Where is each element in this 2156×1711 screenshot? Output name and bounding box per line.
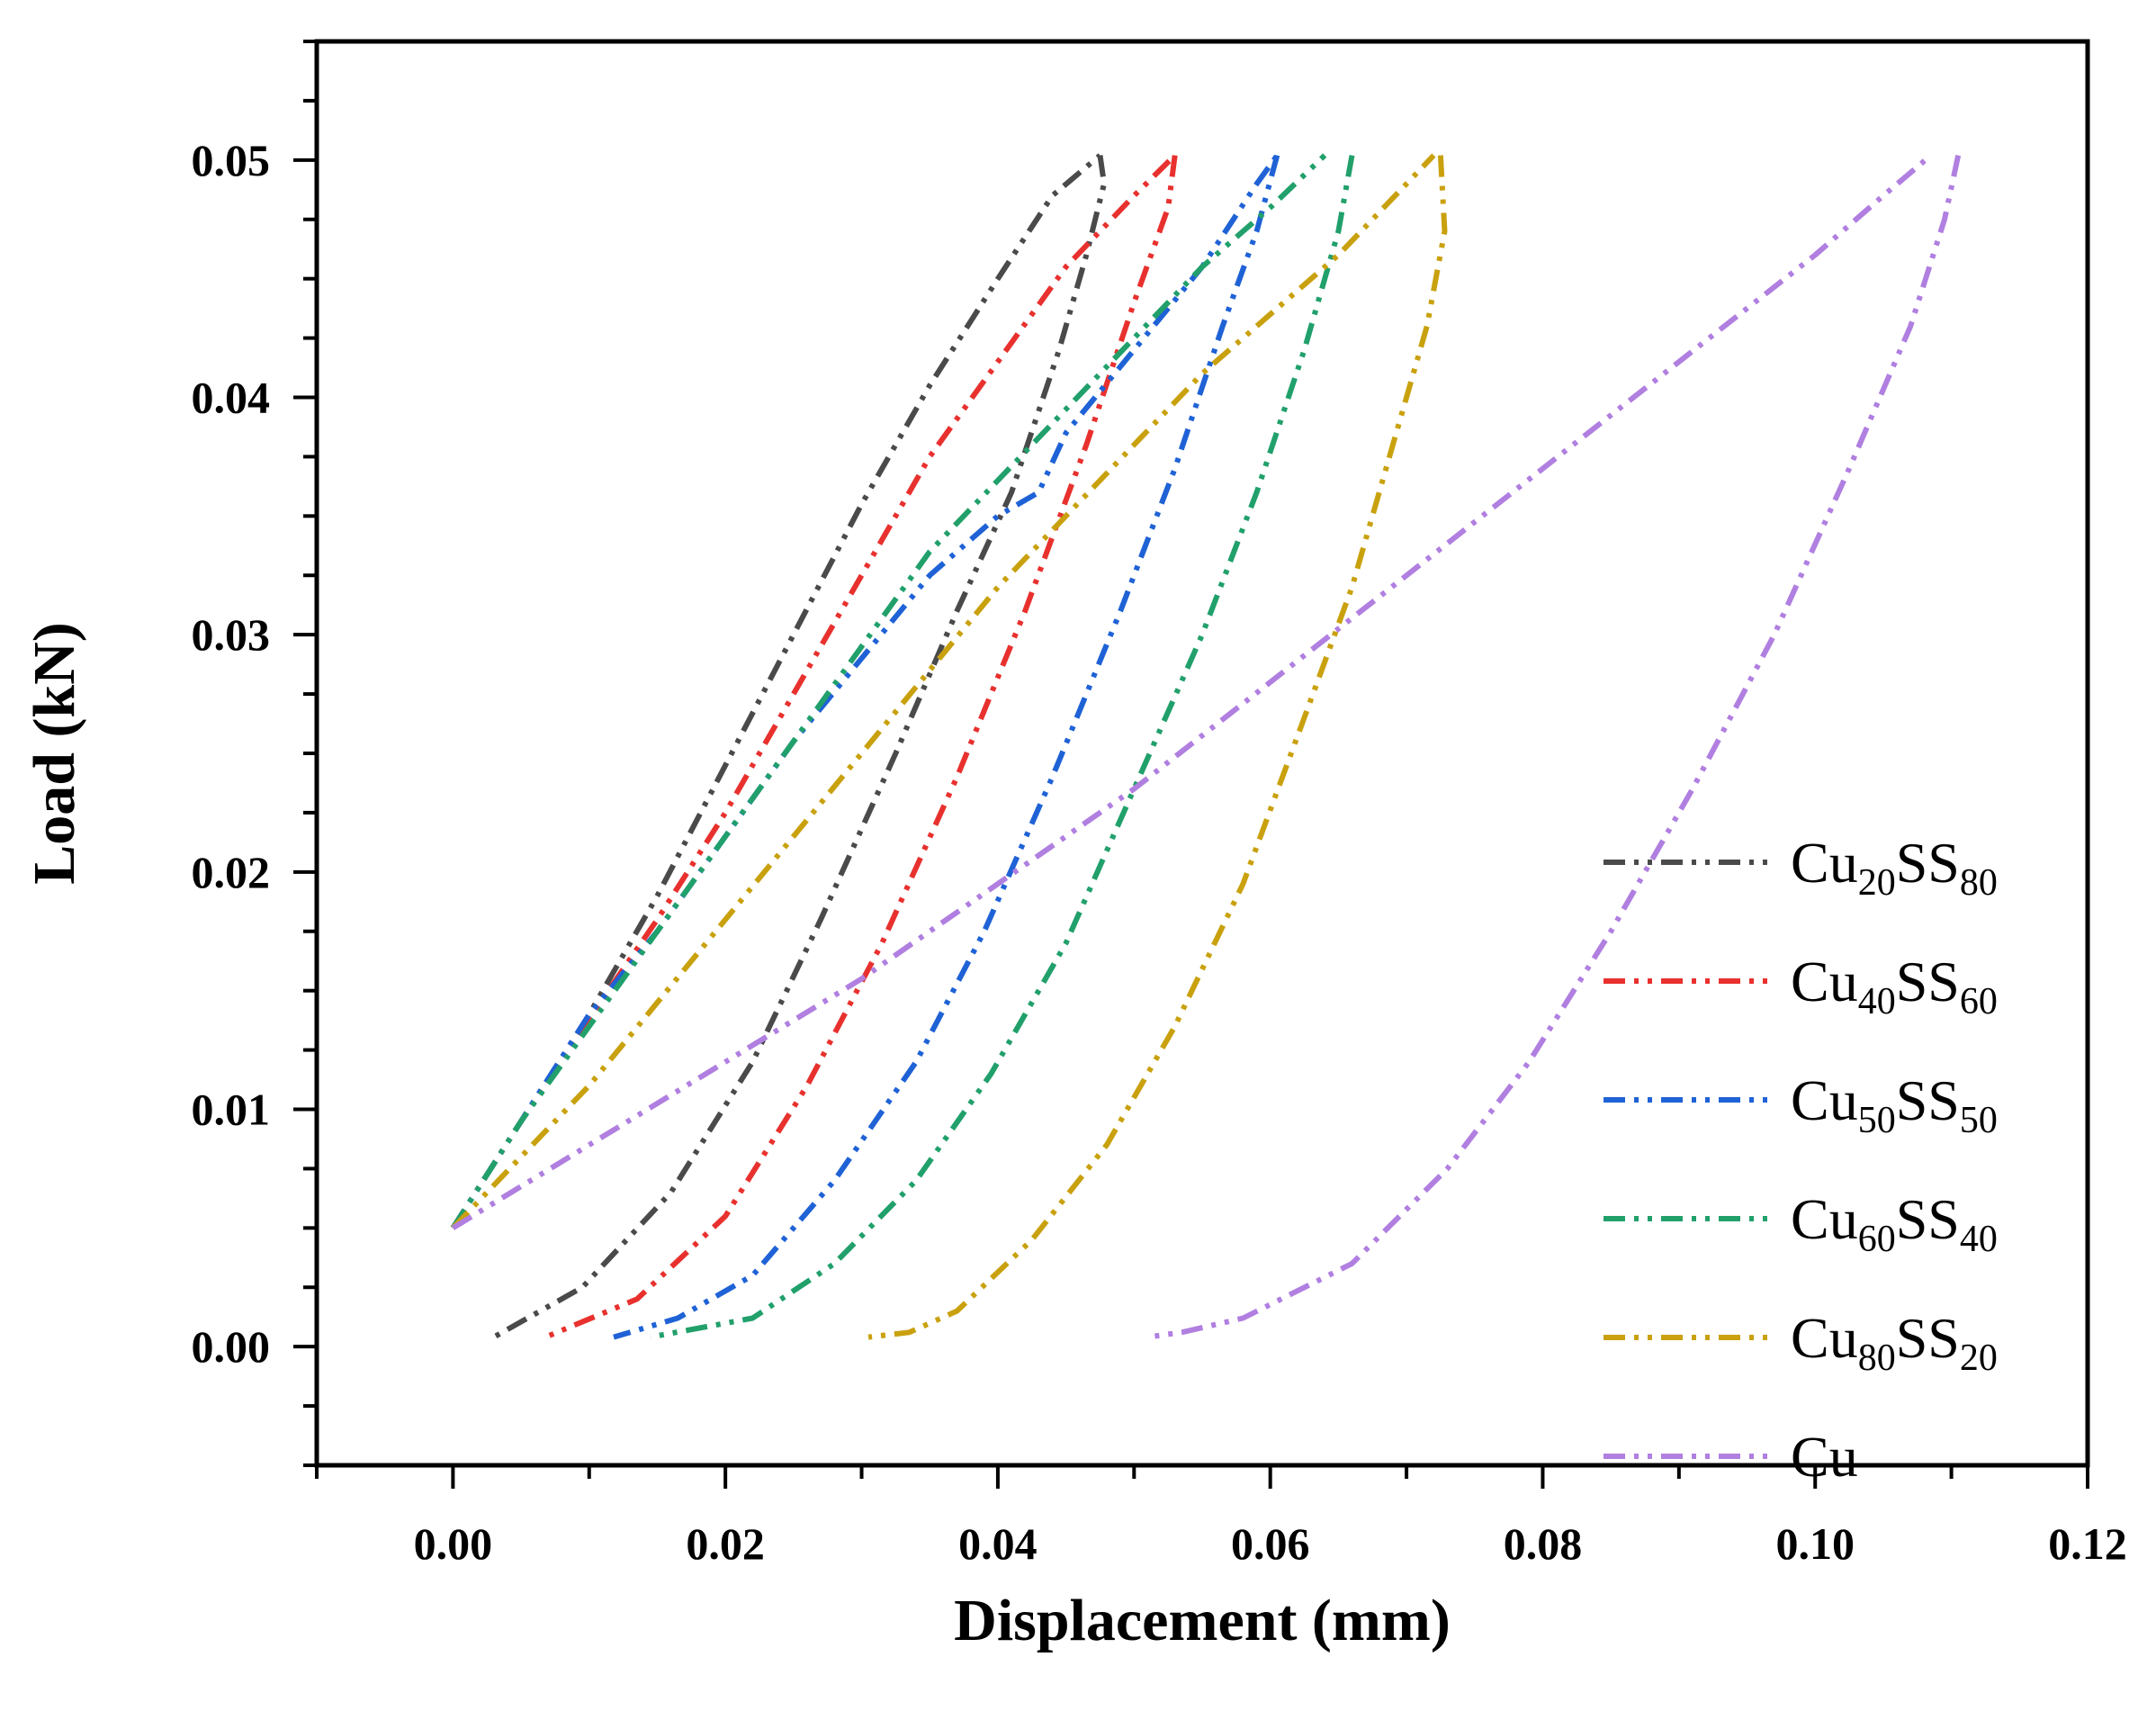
x-tick-label: 0.02 [686, 1518, 765, 1569]
series-loading-line [451, 153, 1436, 1230]
legend: Cu20SS80Cu40SS60Cu50SS50Cu60SS40Cu80SS20… [1604, 831, 1998, 1489]
legend-text-part: Cu [1791, 1425, 1858, 1489]
legend-label: Cu60SS40 [1791, 1187, 1998, 1260]
legend-text-part: Cu [1791, 1068, 1858, 1132]
legend-text-part: Cu [1791, 831, 1858, 895]
x-tick-label: 0.08 [1504, 1518, 1583, 1569]
series-unloading-line [867, 155, 1448, 1340]
y-axis-ticks: 0.00 0.01 0.02 0.03 0.04 0.05 [192, 40, 317, 1467]
y-tick-label: 0.03 [192, 609, 271, 660]
x-tick-label: 0.04 [958, 1518, 1038, 1569]
legend-subscript: 20 [1960, 1337, 1998, 1379]
legend-label: Cu50SS50 [1791, 1068, 1998, 1141]
legend-subscript: 50 [1858, 1100, 1896, 1141]
y-tick-label: 0.00 [192, 1321, 271, 1372]
legend-text-part: SS [1896, 831, 1960, 895]
legend-text-part: SS [1896, 1306, 1960, 1370]
legend-subscript: 60 [1960, 981, 1998, 1022]
series-Cu40SS60 [450, 153, 1178, 1340]
legend-subscript: 80 [1960, 862, 1998, 904]
x-axis-ticks: 0.00 0.02 0.04 0.06 0.08 0.10 0.12 [315, 1465, 2127, 1569]
x-axis-title: Displacement (mm) [954, 1588, 1451, 1653]
legend-subscript: 40 [1960, 1219, 1998, 1260]
legend-label: Cu40SS60 [1791, 950, 1998, 1022]
series-Cu60SS40 [450, 153, 1355, 1340]
legend-subscript: 40 [1858, 981, 1896, 1022]
legend-subscript: 50 [1960, 1100, 1998, 1141]
legend-label: Cu80SS20 [1791, 1306, 1998, 1379]
x-tick-label: 0.10 [1775, 1518, 1855, 1569]
y-tick-label: 0.05 [192, 135, 271, 185]
legend-label: Cu20SS80 [1791, 831, 1998, 904]
y-tick-label: 0.04 [192, 373, 271, 423]
x-tick-label: 0.00 [414, 1518, 493, 1569]
legend-subscript: 80 [1858, 1337, 1896, 1379]
legend-text-part: SS [1896, 1068, 1960, 1132]
series-unloading-line [492, 155, 1107, 1340]
x-tick-label: 0.12 [2048, 1518, 2127, 1569]
series-layer [450, 153, 1962, 1340]
y-tick-label: 0.01 [192, 1085, 271, 1135]
legend-text-part: SS [1896, 1187, 1960, 1251]
y-axis-title: Load (kN) [22, 622, 87, 885]
series-loading-line [450, 153, 1177, 1229]
series-loading-line [450, 153, 1280, 1229]
legend-label: Cu [1791, 1425, 1858, 1489]
series-Cu [451, 153, 1962, 1340]
legend-text-part: SS [1896, 950, 1960, 1013]
series-loading-line [451, 153, 1933, 1230]
series-unloading-line [1146, 154, 1962, 1340]
legend-subscript: 60 [1858, 1219, 1896, 1260]
series-Cu50SS50 [450, 153, 1280, 1340]
series-unloading-line [613, 154, 1280, 1340]
legend-text-part: Cu [1791, 1187, 1858, 1251]
legend-text-part: Cu [1791, 950, 1858, 1013]
x-tick-label: 0.06 [1231, 1518, 1310, 1569]
series-unloading-line [544, 155, 1178, 1340]
y-tick-label: 0.02 [192, 847, 271, 897]
legend-entry: Cu50SS50 [1604, 1068, 1998, 1141]
legend-text-part: Cu [1791, 1306, 1858, 1370]
series-Cu80SS20 [451, 153, 1448, 1340]
legend-entry: Cu60SS40 [1604, 1187, 1998, 1260]
legend-entry: Cu40SS60 [1604, 950, 1998, 1022]
legend-subscript: 20 [1858, 862, 1896, 904]
series-unloading-line [650, 155, 1355, 1340]
legend-entry: Cu80SS20 [1604, 1306, 1998, 1379]
legend-entry: Cu [1604, 1425, 1858, 1489]
series-loading-line [450, 153, 1327, 1229]
legend-entry: Cu20SS80 [1604, 831, 1998, 904]
